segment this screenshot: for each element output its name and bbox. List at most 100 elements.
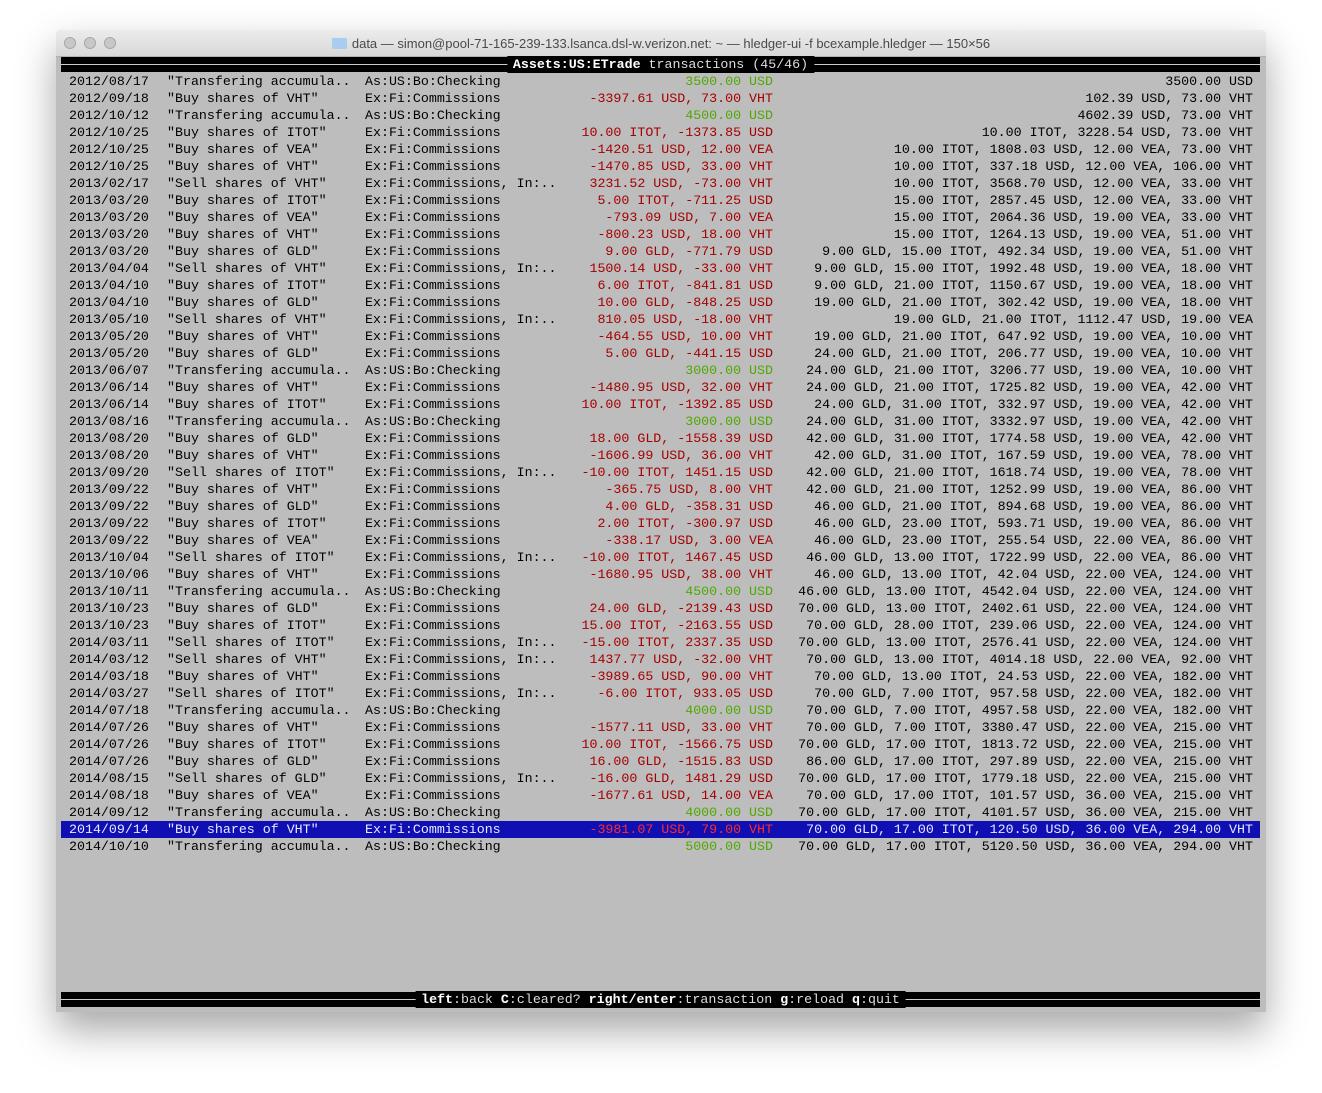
table-row[interactable]: 2013/10/23 "Buy shares of ITOT" Ex:Fi:Comm… bbox=[61, 617, 1260, 634]
table-row-selected[interactable]: 2014/09/14 "Buy shares of VHT" Ex:Fi:Commi… bbox=[61, 821, 1260, 838]
table-row[interactable]: 2013/09/20 "Sell shares of ITOT" Ex:Fi:Com… bbox=[61, 464, 1260, 481]
table-row[interactable]: 2014/03/18 "Buy shares of VHT" Ex:Fi:Commi… bbox=[61, 668, 1260, 685]
account-cell: Ex:Fi:Commissions, In:.. bbox=[365, 635, 557, 650]
date-cell: 2013/08/20 bbox=[69, 431, 149, 446]
table-row[interactable]: 2013/10/23 "Buy shares of GLD" Ex:Fi:Commi… bbox=[61, 600, 1260, 617]
key-name: q bbox=[852, 992, 861, 1007]
amount-cell: -1577.11 USD, 33.00 VHT bbox=[589, 720, 773, 735]
table-row[interactable]: 2013/09/22 "Buy shares of VEA" Ex:Fi:Commi… bbox=[61, 532, 1260, 549]
account-cell: As:US:Bo:Checking bbox=[365, 805, 501, 820]
zoom-button[interactable] bbox=[104, 37, 116, 49]
table-row[interactable]: 2013/08/20 "Buy shares of VHT" Ex:Fi:Commi… bbox=[61, 447, 1260, 464]
date-cell: 2012/10/25 bbox=[69, 159, 149, 174]
description-cell: "Buy shares of VEA" bbox=[167, 533, 319, 548]
table-row[interactable]: 2013/10/04 "Sell shares of ITOT" Ex:Fi:Com… bbox=[61, 549, 1260, 566]
hledger-ui-screen: Assets:US:ETrade transactions (45/46) 20… bbox=[61, 56, 1260, 1012]
account-cell: Ex:Fi:Commissions bbox=[365, 91, 501, 106]
table-row[interactable]: 2013/03/20 "Buy shares of VHT" Ex:Fi:Commi… bbox=[61, 226, 1260, 243]
minimize-button[interactable] bbox=[84, 37, 96, 49]
description-cell: "Transfering accumula.. bbox=[167, 703, 351, 718]
description-cell: "Buy shares of VHT" bbox=[167, 567, 319, 582]
table-row[interactable]: 2014/07/18 "Transfering accumula.. As:US:B… bbox=[61, 702, 1260, 719]
account-cell: Ex:Fi:Commissions bbox=[365, 567, 501, 582]
table-row[interactable]: 2013/03/20 "Buy shares of VEA" Ex:Fi:Commi… bbox=[61, 209, 1260, 226]
table-row[interactable]: 2013/05/10 "Sell shares of VHT" Ex:Fi:Comm… bbox=[61, 311, 1260, 328]
table-row[interactable]: 2013/04/10 "Buy shares of ITOT" Ex:Fi:Comm… bbox=[61, 277, 1260, 294]
table-row[interactable]: 2012/08/17 "Transfering accumula.. As:US:B… bbox=[61, 73, 1260, 90]
table-row[interactable]: 2013/06/07 "Transfering accumula.. As:US:B… bbox=[61, 362, 1260, 379]
amount-cell: -10.00 ITOT, 1467.45 USD bbox=[581, 550, 773, 565]
table-row[interactable]: 2012/10/12 "Transfering accumula.. As:US:B… bbox=[61, 107, 1260, 124]
description-cell: "Buy shares of ITOT" bbox=[167, 193, 327, 208]
table-row[interactable]: 2014/10/10 "Transfering accumula.. As:US:B… bbox=[61, 838, 1260, 855]
balance-cell: 9.00 GLD, 21.00 ITOT, 1150.67 USD, 19.00… bbox=[814, 278, 1253, 293]
table-row[interactable]: 2014/07/26 "Buy shares of GLD" Ex:Fi:Commi… bbox=[61, 753, 1260, 770]
amount-cell: 10.00 ITOT, -1566.75 USD bbox=[581, 737, 773, 752]
amount-cell: 6.00 ITOT, -841.81 USD bbox=[597, 278, 773, 293]
table-row[interactable]: 2013/09/22 "Buy shares of ITOT" Ex:Fi:Comm… bbox=[61, 515, 1260, 532]
table-row[interactable]: 2013/03/20 "Buy shares of ITOT" Ex:Fi:Comm… bbox=[61, 192, 1260, 209]
account-cell: As:US:Bo:Checking bbox=[365, 108, 501, 123]
date-cell: 2013/02/17 bbox=[69, 176, 149, 191]
description-cell: "Transfering accumula.. bbox=[167, 839, 351, 854]
amount-cell: 3500.00 USD bbox=[685, 74, 773, 89]
balance-cell: 70.00 GLD, 7.00 ITOT, 3380.47 USD, 22.00… bbox=[806, 720, 1253, 735]
date-cell: 2013/08/16 bbox=[69, 414, 149, 429]
date-cell: 2013/10/23 bbox=[69, 601, 149, 616]
table-row[interactable]: 2013/10/11 "Transfering accumula.. As:US:B… bbox=[61, 583, 1260, 600]
table-row[interactable]: 2013/02/17 "Sell shares of VHT" Ex:Fi:Comm… bbox=[61, 175, 1260, 192]
amount-cell: 4500.00 USD bbox=[685, 108, 773, 123]
balance-cell: 70.00 GLD, 17.00 ITOT, 1779.18 USD, 22.0… bbox=[798, 771, 1253, 786]
table-row[interactable]: 2013/06/14 "Buy shares of ITOT" Ex:Fi:Comm… bbox=[61, 396, 1260, 413]
close-button[interactable] bbox=[64, 37, 76, 49]
screen-title: Assets:US:ETrade transactions (45/46) bbox=[506, 56, 815, 73]
date-cell: 2013/05/10 bbox=[69, 312, 149, 327]
balance-cell: 19.00 GLD, 21.00 ITOT, 647.92 USD, 19.00… bbox=[814, 329, 1253, 344]
balance-cell: 15.00 ITOT, 1264.13 USD, 19.00 VEA, 51.0… bbox=[893, 227, 1253, 242]
description-cell: "Buy shares of GLD" bbox=[167, 346, 319, 361]
table-row[interactable]: 2012/10/25 "Buy shares of ITOT" Ex:Fi:Comm… bbox=[61, 124, 1260, 141]
table-row[interactable]: 2013/04/10 "Buy shares of GLD" Ex:Fi:Commi… bbox=[61, 294, 1260, 311]
table-row[interactable]: 2013/03/20 "Buy shares of GLD" Ex:Fi:Commi… bbox=[61, 243, 1260, 260]
table-row[interactable]: 2012/10/25 "Buy shares of VEA" Ex:Fi:Commi… bbox=[61, 141, 1260, 158]
description-cell: "Buy shares of VHT" bbox=[167, 227, 319, 242]
date-cell: 2013/04/04 bbox=[69, 261, 149, 276]
table-row[interactable]: 2013/09/22 "Buy shares of GLD" Ex:Fi:Commi… bbox=[61, 498, 1260, 515]
table-row[interactable]: 2012/10/25 "Buy shares of VHT" Ex:Fi:Commi… bbox=[61, 158, 1260, 175]
table-row[interactable]: 2013/05/20 "Buy shares of GLD" Ex:Fi:Commi… bbox=[61, 345, 1260, 362]
table-row[interactable]: 2014/08/15 "Sell shares of GLD" Ex:Fi:Comm… bbox=[61, 770, 1260, 787]
date-cell: 2014/09/12 bbox=[69, 805, 149, 820]
table-row[interactable]: 2014/09/12 "Transfering accumula.. As:US:B… bbox=[61, 804, 1260, 821]
table-row[interactable]: 2013/06/14 "Buy shares of VHT" Ex:Fi:Commi… bbox=[61, 379, 1260, 396]
amount-cell: 2.00 ITOT, -300.97 USD bbox=[597, 516, 773, 531]
table-row[interactable]: 2014/08/18 "Buy shares of VEA" Ex:Fi:Commi… bbox=[61, 787, 1260, 804]
account-cell: Ex:Fi:Commissions, In:.. bbox=[365, 312, 557, 327]
table-row[interactable]: 2013/10/06 "Buy shares of VHT" Ex:Fi:Commi… bbox=[61, 566, 1260, 583]
table-row[interactable]: 2014/07/26 "Buy shares of VHT" Ex:Fi:Commi… bbox=[61, 719, 1260, 736]
balance-cell: 10.00 ITOT, 1808.03 USD, 12.00 VEA, 73.0… bbox=[893, 142, 1253, 157]
account-cell: Ex:Fi:Commissions, In:.. bbox=[365, 465, 557, 480]
table-row[interactable]: 2013/08/16 "Transfering accumula.. As:US:B… bbox=[61, 413, 1260, 430]
description-cell: "Buy shares of GLD" bbox=[167, 499, 319, 514]
account-cell: Ex:Fi:Commissions bbox=[365, 329, 501, 344]
description-cell: "Buy shares of VHT" bbox=[167, 329, 319, 344]
table-row[interactable]: 2012/09/18 "Buy shares of VHT" Ex:Fi:Commi… bbox=[61, 90, 1260, 107]
amount-cell: 24.00 GLD, -2139.43 USD bbox=[589, 601, 773, 616]
amount-cell: 5000.00 USD bbox=[685, 839, 773, 854]
table-row[interactable]: 2013/09/22 "Buy shares of VHT" Ex:Fi:Commi… bbox=[61, 481, 1260, 498]
description-cell: "Sell shares of ITOT" bbox=[167, 550, 335, 565]
date-cell: 2013/06/07 bbox=[69, 363, 149, 378]
date-cell: 2014/03/18 bbox=[69, 669, 149, 684]
table-row[interactable]: 2013/08/20 "Buy shares of GLD" Ex:Fi:Commi… bbox=[61, 430, 1260, 447]
date-cell: 2014/07/26 bbox=[69, 754, 149, 769]
table-row[interactable]: 2014/03/27 "Sell shares of ITOT" Ex:Fi:Com… bbox=[61, 685, 1260, 702]
amount-cell: -6.00 ITOT, 933.05 USD bbox=[597, 686, 773, 701]
amount-cell: 18.00 GLD, -1558.39 USD bbox=[589, 431, 773, 446]
table-row[interactable]: 2014/03/12 "Sell shares of VHT" Ex:Fi:Comm… bbox=[61, 651, 1260, 668]
table-row[interactable]: 2013/05/20 "Buy shares of VHT" Ex:Fi:Commi… bbox=[61, 328, 1260, 345]
account-cell: Ex:Fi:Commissions, In:.. bbox=[365, 686, 557, 701]
table-row[interactable]: 2014/07/26 "Buy shares of ITOT" Ex:Fi:Comm… bbox=[61, 736, 1260, 753]
table-row[interactable]: 2013/04/04 "Sell shares of VHT" Ex:Fi:Comm… bbox=[61, 260, 1260, 277]
table-row[interactable]: 2014/03/11 "Sell shares of ITOT" Ex:Fi:Com… bbox=[61, 634, 1260, 651]
description-cell: "Buy shares of VHT" bbox=[167, 482, 319, 497]
